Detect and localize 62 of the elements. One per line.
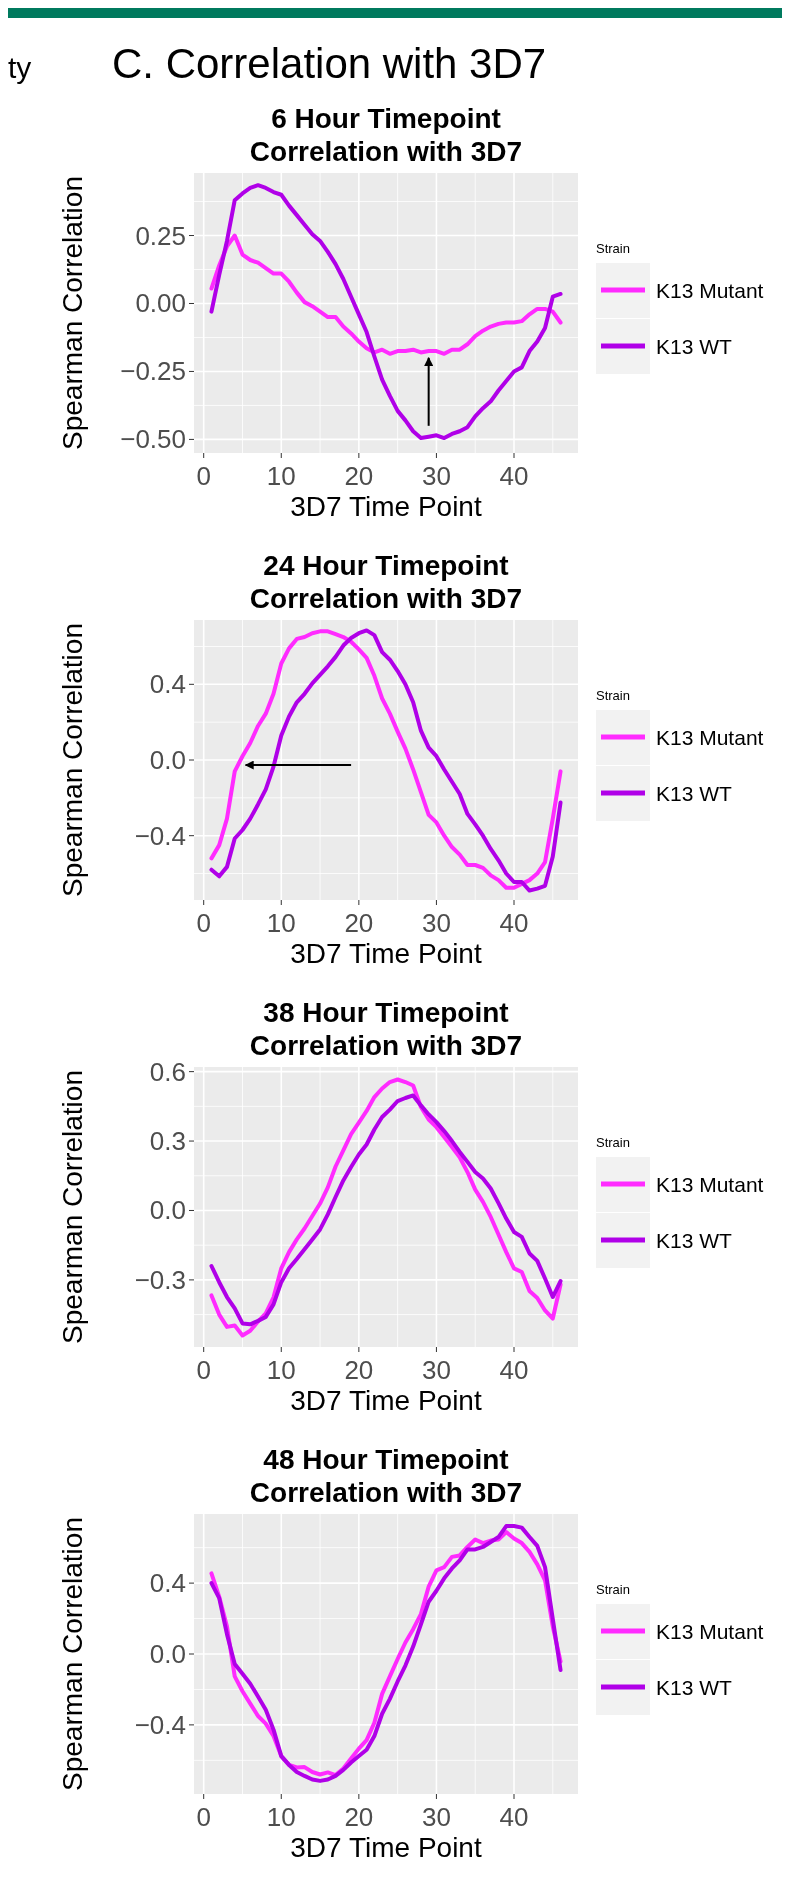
legend-title: Strain [596, 1582, 630, 1597]
x-tick-label: 40 [499, 908, 529, 938]
y-tick-label: −0.25 [120, 356, 186, 387]
y-tick-label: 0.00 [135, 288, 186, 319]
text: C. Correlation with 3D7 [112, 40, 547, 87]
y-tick-label: 0.6 [149, 1056, 186, 1087]
x-tick-label: 30 [421, 1802, 451, 1832]
x-tick-label: 10 [266, 1802, 296, 1832]
legend-label: K13 WT [656, 1229, 733, 1252]
x-tick-label: 0 [196, 1355, 211, 1385]
y-tick-label: 0.4 [149, 1568, 186, 1599]
y-tick-label: −0.4 [134, 820, 186, 851]
x-tick-label: 40 [499, 461, 529, 491]
y-tick-label: −0.50 [120, 424, 186, 455]
legend-title: Strain [596, 688, 630, 703]
chart-title: 48 Hour Timepoint Correlation with 3D7 [249, 1444, 523, 1508]
x-tick-label: 20 [344, 461, 374, 491]
x-tick-label: 10 [266, 1355, 296, 1385]
legend-title: Strain [596, 241, 630, 256]
y-tick-label: 0.0 [149, 1195, 186, 1226]
y-tick-label: 0.3 [149, 1126, 186, 1157]
x-tick-label: 20 [344, 1802, 374, 1832]
x-tick-label: 10 [266, 461, 296, 491]
x-tick-label: 30 [421, 908, 451, 938]
legend-label: K13 Mutant [656, 279, 764, 302]
x-tick-label: 30 [421, 461, 451, 491]
y-tick-label: 0.4 [149, 669, 186, 700]
x-axis-title: 3D7 Time Point [290, 1832, 482, 1863]
x-axis-title: 3D7 Time Point [290, 491, 482, 522]
legend-label: K13 Mutant [656, 1173, 764, 1196]
y-tick-label: 0.0 [149, 1639, 186, 1669]
y-axis-title: Spearman Correlation [57, 1070, 88, 1344]
chart-title: 6 Hour Timepoint Correlation with 3D7 [249, 103, 523, 167]
x-tick-label: 0 [196, 908, 211, 938]
y-tick-label: −0.4 [134, 1709, 186, 1740]
y-axis-title: Spearman Correlation [57, 176, 88, 450]
y-axis-title: Spearman Correlation [57, 623, 88, 897]
x-tick-label: 20 [344, 908, 374, 938]
x-axis-title: 3D7 Time Point [290, 1385, 482, 1416]
legend-label: K13 Mutant [656, 726, 764, 749]
x-tick-label: 40 [499, 1355, 529, 1385]
x-tick-label: 0 [196, 461, 211, 491]
x-tick-label: 30 [421, 1355, 451, 1385]
x-tick-label: 40 [499, 1802, 529, 1832]
y-tick-label: 0.25 [135, 220, 186, 251]
y-axis-title: Spearman Correlation [57, 1517, 88, 1791]
x-tick-label: 0 [196, 1802, 211, 1832]
legend-label: K13 WT [656, 335, 733, 358]
chart-title: 38 Hour Timepoint Correlation with 3D7 [249, 997, 523, 1061]
line-series [209, 233, 563, 356]
legend-label: K13 WT [656, 1676, 733, 1699]
x-tick-label: 20 [344, 1355, 374, 1385]
text: ty [8, 51, 32, 84]
y-tick-label: 0.0 [149, 745, 186, 775]
chart-title: 24 Hour Timepoint Correlation with 3D7 [249, 550, 523, 614]
line-series [209, 183, 563, 441]
x-axis-title: 3D7 Time Point [290, 938, 482, 969]
legend-label: K13 Mutant [656, 1620, 764, 1643]
legend-title: Strain [596, 1135, 630, 1150]
y-tick-label: −0.3 [134, 1264, 186, 1295]
x-tick-label: 10 [266, 908, 296, 938]
legend-label: K13 WT [656, 782, 733, 805]
